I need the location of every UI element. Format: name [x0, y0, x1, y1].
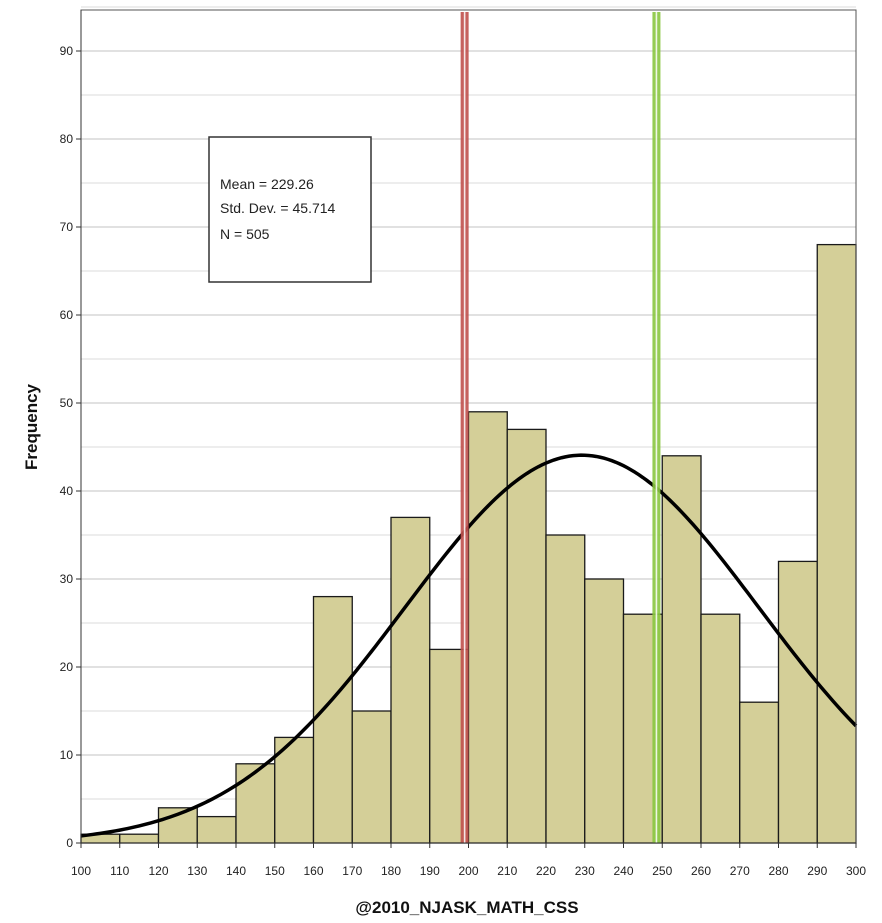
stats-box-border [208, 136, 372, 283]
x-tick-label: 300 [846, 864, 866, 878]
stats-n: N = 505 [220, 226, 270, 242]
x-tick-label: 280 [768, 864, 788, 878]
stats-std-dev: Std. Dev. = 45.714 [220, 200, 336, 216]
x-tick-label: 270 [730, 864, 750, 878]
x-tick-label: 190 [420, 864, 440, 878]
histogram-bar [119, 833, 160, 844]
x-tick-label: 150 [265, 864, 285, 878]
x-axis: 100 110 120 130 140 150 160 170 180 190 200 210 220 2… [71, 842, 866, 878]
histogram-bar [661, 455, 702, 844]
x-tick-label: 110 [110, 864, 129, 878]
histogram-bar [777, 560, 818, 844]
histogram-bar [351, 710, 392, 844]
histogram-bar [312, 595, 353, 844]
histogram-bar [506, 428, 547, 844]
y-tick-label: 60 [60, 308, 74, 322]
x-tick-label: 240 [613, 864, 633, 878]
histogram-bar [584, 578, 625, 844]
histogram-bar [700, 613, 741, 844]
histogram-bar [545, 534, 586, 844]
histogram-bar [467, 411, 508, 844]
y-tick-label: 10 [60, 748, 74, 762]
y-tick-label: 40 [60, 484, 74, 498]
x-tick-label: 250 [652, 864, 672, 878]
y-tick-label: 50 [60, 396, 74, 410]
x-tick-label: 290 [807, 864, 827, 878]
stats-box: Mean = 229.26 Std. Dev. = 45.714 N = 505 [208, 136, 372, 283]
stats-mean: Mean = 229.26 [220, 176, 314, 192]
y-tick-label: 30 [60, 572, 74, 586]
x-tick-label: 130 [187, 864, 207, 878]
y-tick-label: 70 [60, 220, 74, 234]
y-tick-label: 80 [60, 132, 74, 146]
histogram-bar [739, 701, 780, 844]
x-tick-label: 260 [691, 864, 711, 878]
x-tick-label: 180 [381, 864, 401, 878]
y-tick-label: 0 [66, 836, 73, 850]
x-tick-label: 170 [342, 864, 362, 878]
histogram-bar [390, 516, 431, 844]
x-tick-label: 160 [303, 864, 323, 878]
x-axis-title: @2010_NJASK_MATH_CSS [355, 898, 578, 917]
x-tick-label: 220 [536, 864, 556, 878]
x-tick-label: 120 [148, 864, 168, 878]
x-tick-label: 100 [71, 864, 91, 878]
x-tick-label: 200 [458, 864, 478, 878]
y-axis-title: Frequency [22, 383, 41, 470]
y-tick-label: 90 [60, 44, 74, 58]
y-tick-label: 20 [60, 660, 74, 674]
y-axis: 0 10 20 30 40 50 60 70 80 90 [60, 10, 82, 850]
reference-lines [460, 12, 661, 843]
x-tick-label: 210 [497, 864, 517, 878]
histogram-bars [80, 243, 857, 844]
x-tick-label: 140 [226, 864, 246, 878]
histogram-bar [235, 763, 276, 844]
histogram-bar [816, 243, 857, 844]
x-tick-label: 230 [575, 864, 595, 878]
histogram-bar [196, 815, 237, 844]
